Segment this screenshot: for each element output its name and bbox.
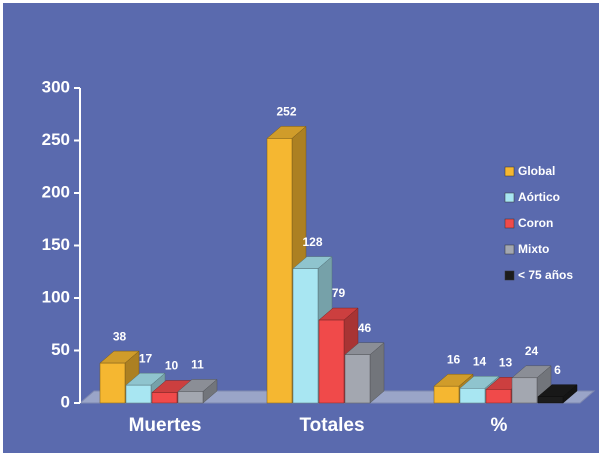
bar [459, 388, 486, 404]
data-label: 46 [358, 321, 372, 335]
y-tick-label: 200 [42, 182, 70, 201]
data-label: 24 [525, 344, 539, 358]
bar [433, 385, 460, 404]
data-label: 10 [165, 359, 179, 373]
bar [99, 362, 126, 404]
legend-swatch [504, 244, 515, 255]
y-tick-label: 0 [61, 392, 70, 411]
x-tick-label: % [491, 415, 508, 436]
data-label: 16 [447, 352, 461, 366]
legend-label: Aórtico [518, 190, 560, 204]
legend-label: Global [518, 164, 555, 178]
legend-label: Mixto [518, 242, 549, 256]
bar [344, 354, 371, 404]
bar [151, 392, 178, 404]
bar [537, 396, 564, 404]
x-tick-label: Muertes [129, 415, 202, 436]
y-tick-label: 250 [42, 130, 70, 149]
data-label: 13 [499, 356, 513, 370]
data-label: 79 [332, 286, 346, 300]
bar [292, 268, 319, 404]
legend-swatch [504, 192, 515, 203]
data-label: 252 [276, 105, 296, 119]
y-tick-label: 50 [51, 340, 70, 359]
bar [485, 389, 512, 404]
bar [318, 319, 345, 404]
legend-label: Coron [518, 216, 553, 230]
legend-swatch [504, 270, 515, 281]
data-label: 14 [473, 354, 487, 368]
data-label: 128 [302, 235, 322, 249]
y-tick-label: 100 [42, 287, 70, 306]
legend-label: < 75 años [518, 268, 573, 282]
bar [177, 391, 204, 404]
y-tick-label: 150 [42, 235, 70, 254]
bar [125, 384, 152, 404]
bar [266, 138, 293, 404]
x-tick-label: Totales [299, 415, 364, 436]
data-label: 6 [554, 363, 561, 377]
data-label: 38 [113, 329, 127, 343]
legend-swatch [504, 218, 515, 229]
bar [511, 377, 538, 404]
data-label: 17 [139, 351, 153, 365]
legend-swatch [504, 166, 515, 177]
y-tick-label: 300 [42, 77, 70, 96]
data-label: 11 [191, 358, 204, 372]
